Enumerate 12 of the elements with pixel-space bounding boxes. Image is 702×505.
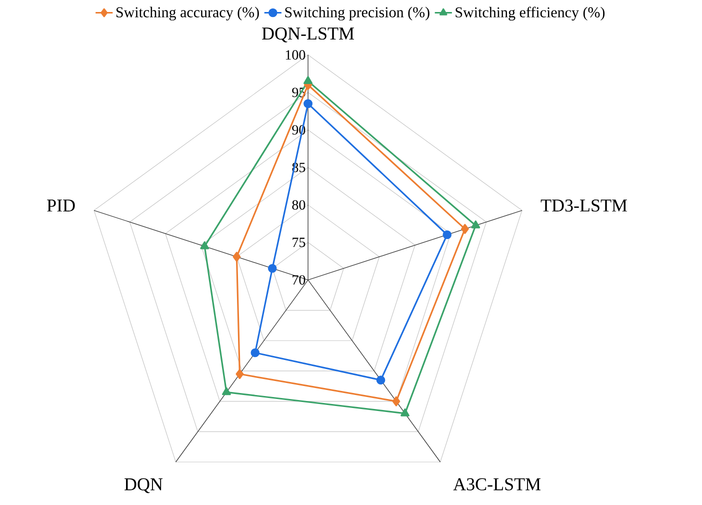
spoke-label: A3C-LSTM [453, 478, 541, 490]
spoke-label: DQN [124, 478, 163, 494]
y-tick-label: 70 [292, 275, 306, 285]
legend-label: Switching accuracy (%) [116, 6, 259, 20]
legend-label: Switching precision (%) [285, 6, 430, 20]
spoke-label: TD3-LSTM [540, 199, 627, 212]
y-tick-label: 100 [286, 50, 306, 60]
spoke-label: PID [47, 200, 75, 212]
legend-label: Switching efficiency (%) [456, 6, 605, 21]
spoke-label: DQN-LSTM [262, 28, 354, 42]
y-tick-label: 80 [292, 200, 306, 210]
y-tick-label: 75 [292, 238, 306, 248]
